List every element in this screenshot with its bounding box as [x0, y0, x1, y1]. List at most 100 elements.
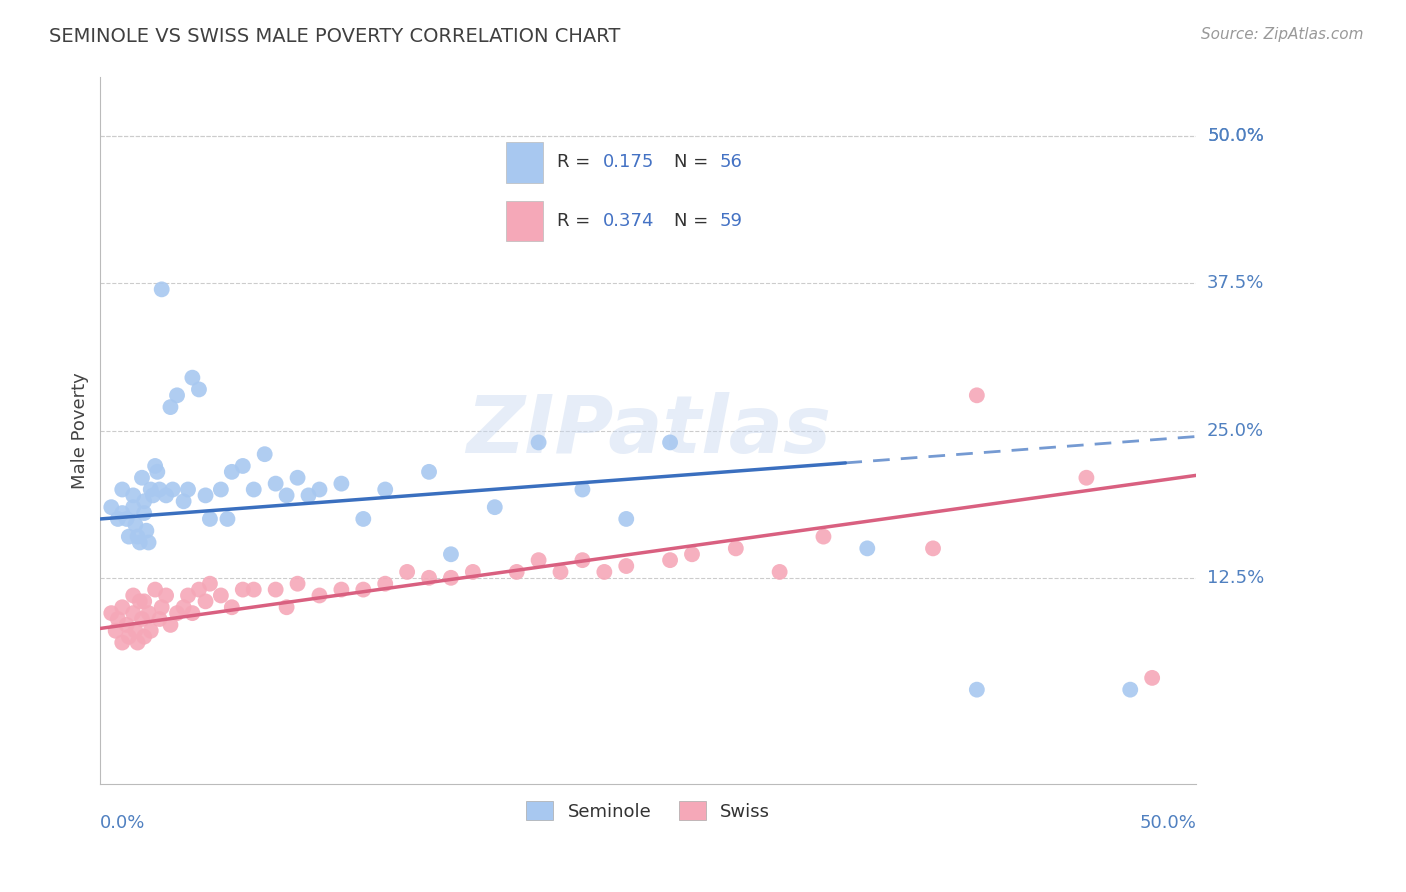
Point — [100, 606, 122, 620]
Point — [550, 565, 572, 579]
Point — [122, 606, 145, 620]
Point — [308, 589, 330, 603]
Point — [138, 535, 160, 549]
Text: 25.0%: 25.0% — [1208, 422, 1264, 440]
Point — [527, 435, 550, 450]
Point — [111, 600, 134, 615]
Point — [155, 488, 177, 502]
Point — [150, 282, 173, 296]
Point — [242, 483, 264, 497]
Point — [352, 582, 374, 597]
Point — [593, 565, 616, 579]
Point — [232, 458, 254, 473]
Point — [124, 624, 146, 638]
Point — [287, 576, 309, 591]
Point — [505, 565, 527, 579]
Point — [614, 512, 637, 526]
Point — [1119, 682, 1142, 697]
Point — [131, 612, 153, 626]
Point — [813, 530, 835, 544]
Point — [118, 530, 141, 544]
Point — [173, 494, 195, 508]
Point — [194, 488, 217, 502]
Point — [253, 447, 276, 461]
Point — [143, 458, 166, 473]
Point — [287, 471, 309, 485]
Text: 50.0%: 50.0% — [1208, 128, 1264, 145]
Point — [221, 465, 243, 479]
Point — [128, 535, 150, 549]
Point — [181, 370, 204, 384]
Point — [769, 565, 792, 579]
Point — [856, 541, 879, 556]
Point — [177, 589, 200, 603]
Text: ZIPatlas: ZIPatlas — [465, 392, 831, 470]
Point — [111, 506, 134, 520]
Point — [118, 630, 141, 644]
Point — [221, 600, 243, 615]
Text: SEMINOLE VS SWISS MALE POVERTY CORRELATION CHART: SEMINOLE VS SWISS MALE POVERTY CORRELATI… — [49, 27, 620, 45]
Point — [264, 476, 287, 491]
Point — [659, 553, 682, 567]
Point — [217, 512, 239, 526]
Point — [188, 582, 211, 597]
Point — [122, 488, 145, 502]
Point — [148, 483, 170, 497]
Point — [308, 483, 330, 497]
Point — [148, 612, 170, 626]
Point — [440, 571, 463, 585]
Point — [724, 541, 747, 556]
Point — [1140, 671, 1163, 685]
Point — [681, 547, 703, 561]
Point — [571, 553, 593, 567]
Point — [330, 582, 353, 597]
Point — [209, 483, 232, 497]
Point — [124, 517, 146, 532]
Point — [134, 506, 156, 520]
Point — [122, 589, 145, 603]
Point — [966, 682, 988, 697]
Text: 50.0%: 50.0% — [1139, 814, 1197, 832]
Point — [134, 630, 156, 644]
Point — [131, 471, 153, 485]
Point — [159, 618, 181, 632]
Point — [115, 618, 138, 632]
Point — [173, 600, 195, 615]
Point — [276, 488, 298, 502]
Point — [104, 624, 127, 638]
Text: 50.0%: 50.0% — [1208, 128, 1264, 145]
Point — [107, 512, 129, 526]
Point — [188, 383, 211, 397]
Point — [134, 494, 156, 508]
Point — [922, 541, 945, 556]
Point — [614, 559, 637, 574]
Point — [181, 606, 204, 620]
Text: 0.0%: 0.0% — [100, 814, 146, 832]
Point — [111, 635, 134, 649]
Point — [135, 524, 157, 538]
Point — [127, 530, 149, 544]
Point — [162, 483, 184, 497]
Point — [242, 582, 264, 597]
Point — [396, 565, 419, 579]
Point — [139, 624, 162, 638]
Point — [527, 553, 550, 567]
Point — [128, 594, 150, 608]
Point — [150, 600, 173, 615]
Point — [374, 576, 396, 591]
Point — [100, 500, 122, 515]
Point — [194, 594, 217, 608]
Point — [139, 483, 162, 497]
Point — [966, 388, 988, 402]
Point — [461, 565, 484, 579]
Point — [198, 576, 221, 591]
Point — [142, 488, 165, 502]
Point — [115, 512, 138, 526]
Legend: Seminole, Swiss: Seminole, Swiss — [519, 794, 778, 828]
Point — [134, 594, 156, 608]
Point — [440, 547, 463, 561]
Point — [146, 465, 169, 479]
Point — [330, 476, 353, 491]
Point — [418, 465, 440, 479]
Point — [143, 582, 166, 597]
